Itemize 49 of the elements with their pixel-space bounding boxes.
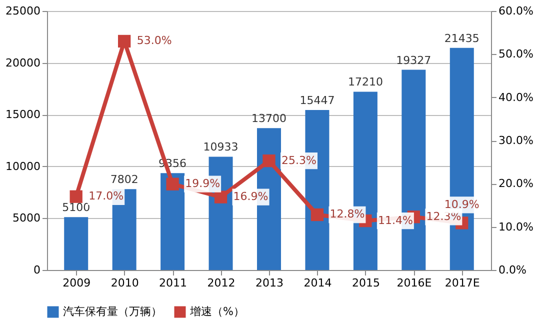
y-tick-label: 10000 [6, 160, 40, 173]
data-label: 10933 [203, 140, 238, 154]
y-tick-label: 0 [34, 264, 40, 276]
point [262, 154, 276, 168]
data-label: 17.0% [88, 190, 124, 203]
data-label: 19.9% [185, 177, 220, 190]
data-label: 21435 [444, 32, 480, 45]
x-tick-label: 2015 [352, 276, 380, 290]
data-label: 53.0% [136, 34, 172, 48]
data-label: 17210 [348, 76, 383, 89]
x-tick-label: 2017E [444, 276, 480, 290]
data-label: 16.9% [233, 190, 268, 204]
x-tick-label: 2009 [62, 276, 91, 290]
y2-tick-label: 60.0% [498, 4, 534, 18]
data-label: 13700 [252, 112, 286, 126]
x-tick-label: 2014 [304, 276, 332, 290]
point [310, 208, 324, 222]
data-label: 12.8% [330, 208, 365, 221]
y2-tick-label: 30.0% [498, 134, 534, 147]
y2-tick-label: 10.0% [498, 220, 534, 234]
data-label: 5100 [62, 201, 90, 214]
data-label: 7802 [110, 173, 138, 186]
point [70, 190, 82, 203]
data-label: 19327 [396, 54, 432, 67]
y2-tick-label: 20.0% [498, 177, 534, 190]
point [214, 190, 228, 204]
x-tick-label: 2011 [159, 276, 188, 290]
x-tick-label: 2010 [110, 276, 139, 290]
data-label: 12.3% [426, 210, 462, 223]
data-label: 10.9% [444, 198, 480, 211]
y-tick-label: 20000 [6, 56, 40, 70]
x-tick-label: 2012 [207, 276, 236, 290]
bar [64, 217, 88, 270]
legend-label: 增速（%） [189, 305, 244, 318]
point [118, 34, 131, 48]
x-tick-label: 2013 [256, 276, 284, 290]
y2-tick-label: 50.0% [498, 48, 534, 61]
data-label: 25.3% [282, 154, 316, 167]
y2-tick-label: 40.0% [498, 90, 534, 104]
point [166, 178, 179, 190]
y-tick-label: 5000 [12, 212, 40, 225]
x-tick-label: 2016E [396, 276, 432, 290]
data-label: 11.4% [378, 214, 413, 227]
bar [160, 173, 185, 270]
y-tick-label: 15000 [6, 108, 40, 122]
data-label: 15447 [300, 94, 335, 107]
legend-label: 汽车保有量（万辆） [63, 305, 162, 318]
y2-tick-label: 0.0% [498, 264, 526, 276]
y-tick-label: 25000 [6, 4, 40, 18]
